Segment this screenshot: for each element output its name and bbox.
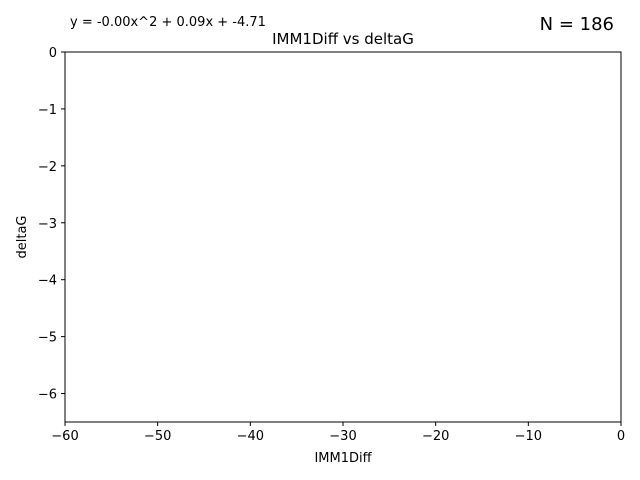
x-tick-label: 0 bbox=[617, 429, 625, 444]
x-tick-label: −50 bbox=[144, 429, 171, 444]
y-tick-label: −6 bbox=[38, 388, 57, 403]
fit-equation: y = -0.00x^2 + 0.09x + -4.71 bbox=[70, 15, 266, 30]
y-tick-label: −5 bbox=[38, 331, 57, 346]
x-tick-label: −30 bbox=[329, 429, 356, 444]
y-tick-label: 0 bbox=[49, 46, 57, 61]
x-tick-label: −20 bbox=[422, 429, 449, 444]
y-tick-label: −1 bbox=[38, 103, 57, 118]
sample-count: N = 186 bbox=[540, 14, 614, 35]
x-tick-label: −10 bbox=[515, 429, 542, 444]
x-tick-label: −60 bbox=[51, 429, 78, 444]
y-axis-label: deltaG bbox=[15, 216, 30, 259]
x-tick-label: −40 bbox=[237, 429, 264, 444]
y-tick-label: −2 bbox=[38, 160, 57, 175]
y-tick-label: −3 bbox=[38, 217, 57, 232]
y-axis: 0 −1 −2 −3 −4 −5 −6 bbox=[38, 46, 65, 403]
x-axis-label: IMM1Diff bbox=[314, 451, 372, 466]
chart-title: IMM1Diff vs deltaG bbox=[272, 30, 414, 48]
x-axis: −60 −50 −40 −30 −20 −10 0 bbox=[51, 422, 625, 444]
y-tick-label: −4 bbox=[38, 274, 57, 289]
plot-frame bbox=[64, 51, 622, 423]
